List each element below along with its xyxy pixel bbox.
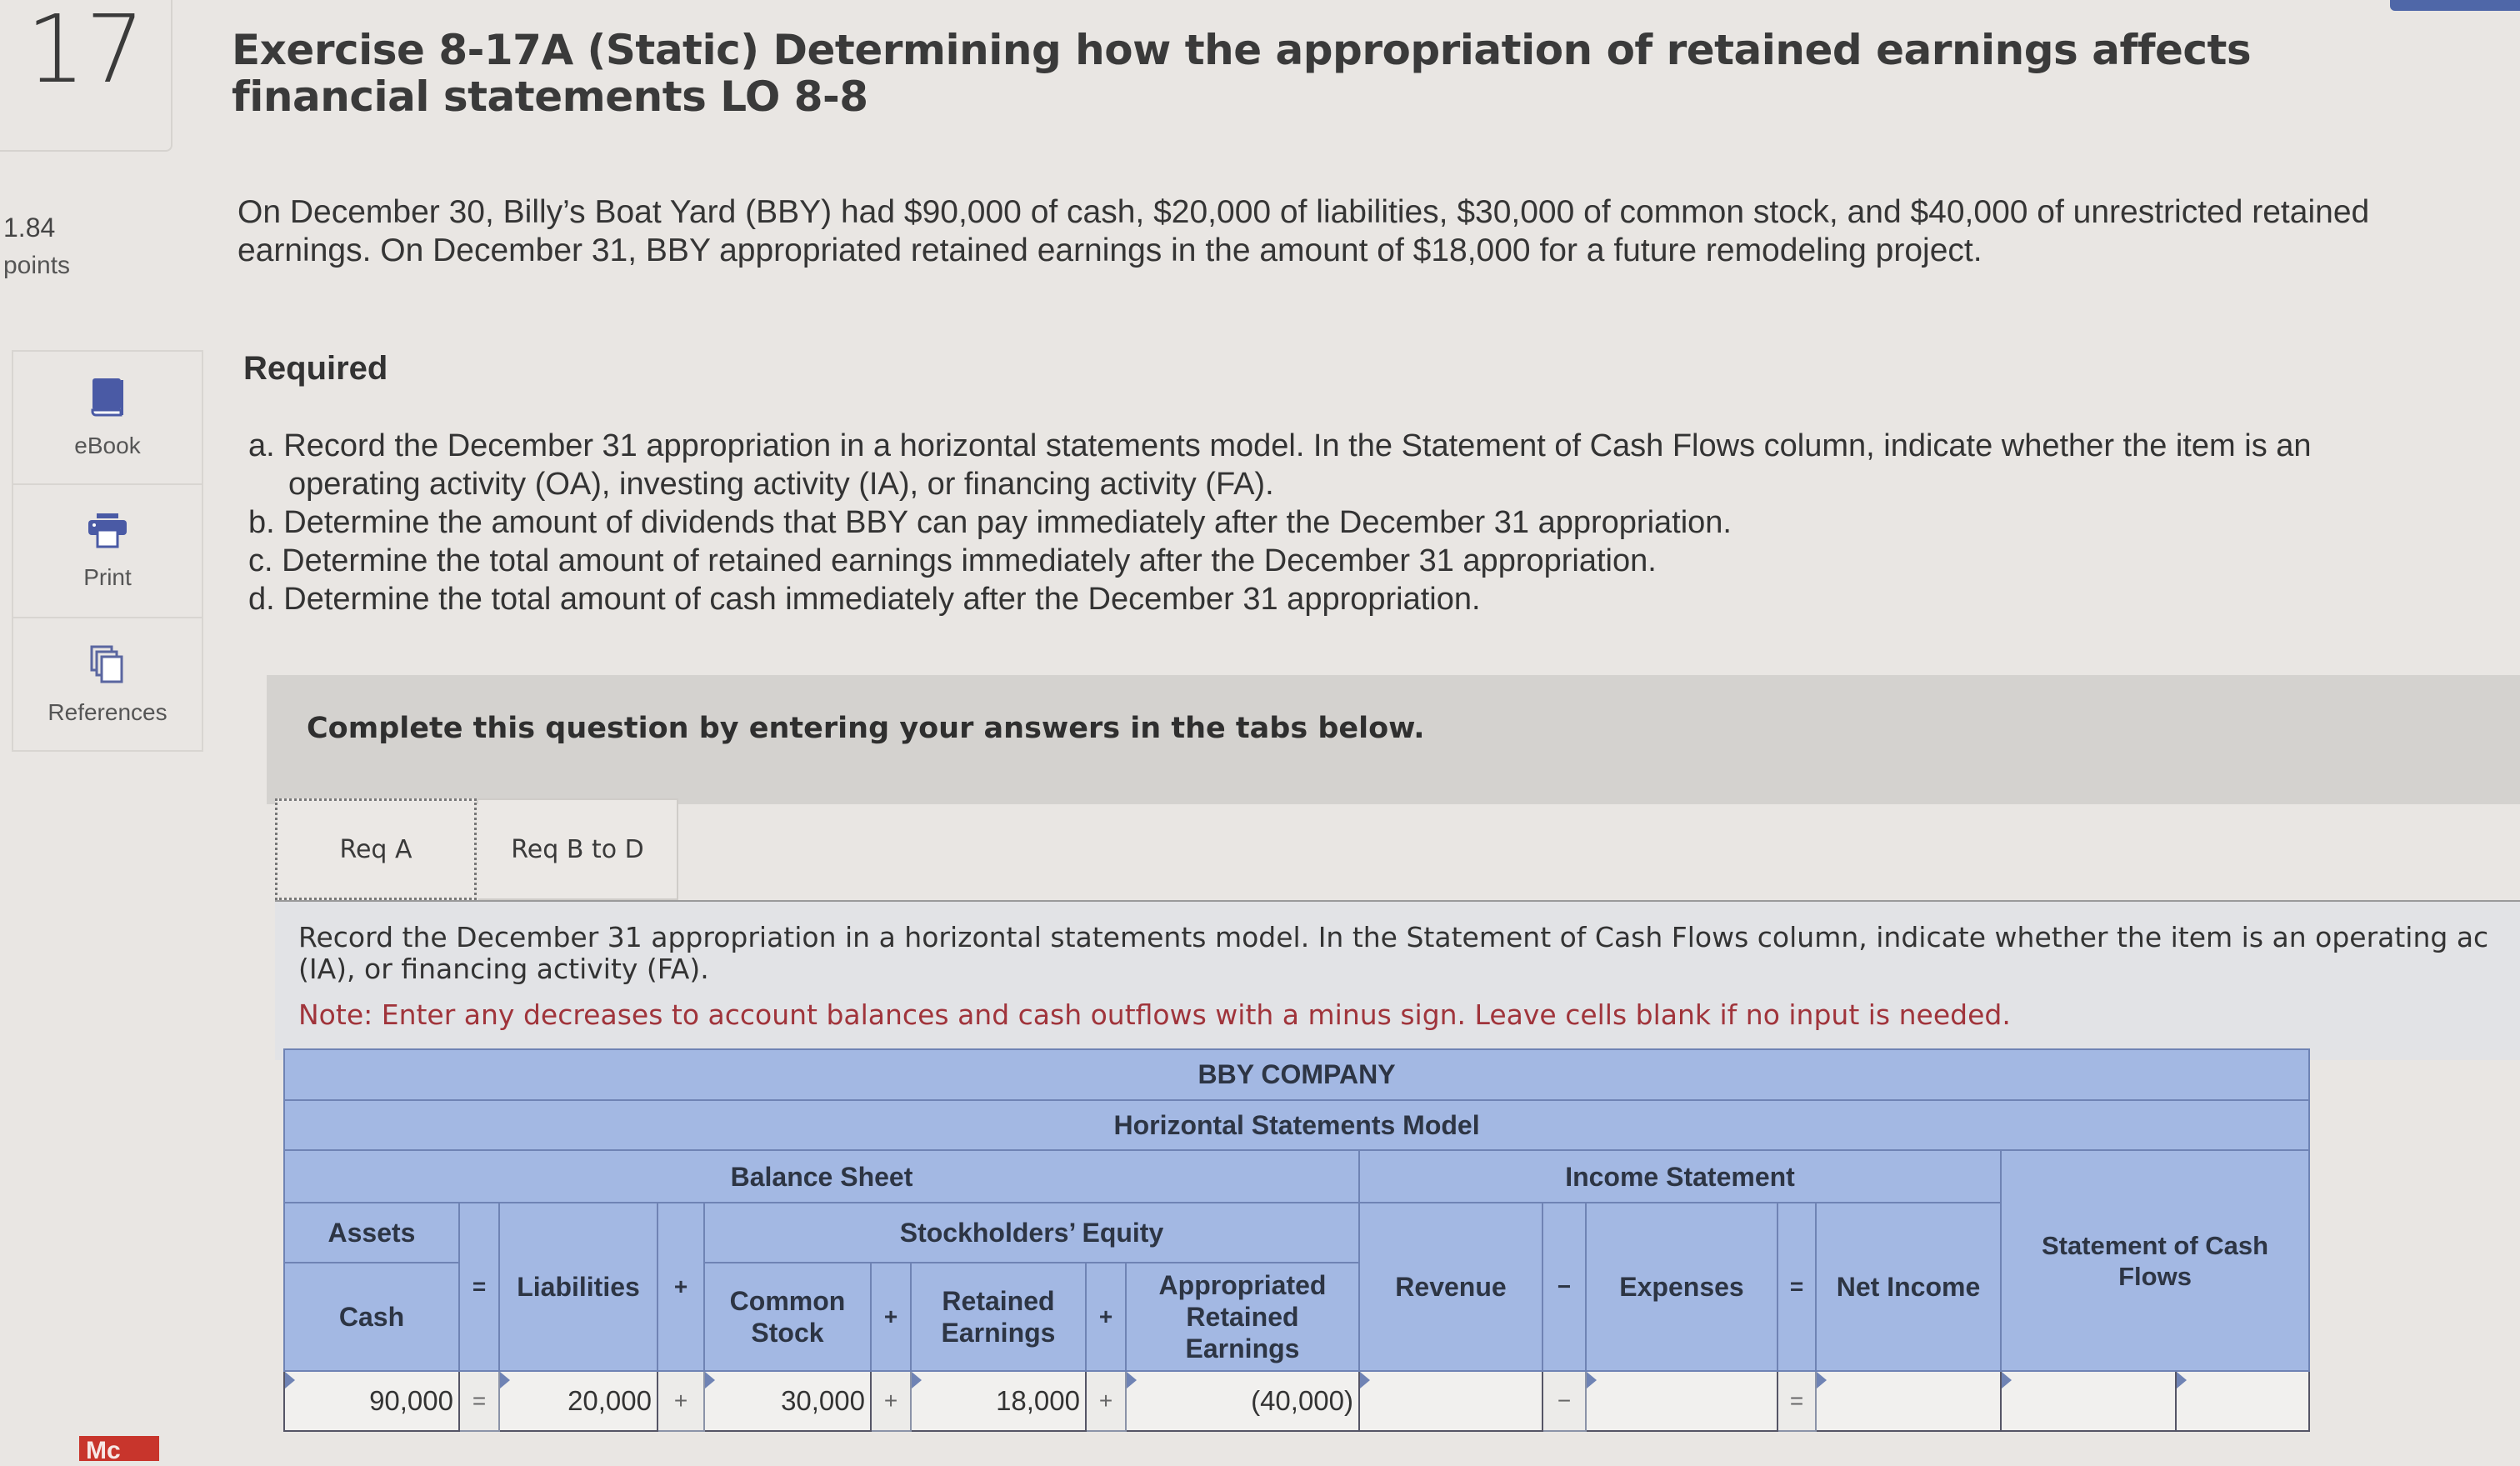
stockholders-equity-header: Stockholders’ Equity [703, 1202, 1360, 1263]
cell-marker-icon [2177, 1372, 2187, 1389]
ebook-button[interactable]: eBook [12, 350, 203, 483]
tab-panel: Record the December 31 appropriation in … [275, 900, 2520, 1060]
instructions-banner: Complete this question by entering your … [267, 675, 2520, 804]
cell-marker-icon [1587, 1372, 1597, 1389]
plus-operator: + [657, 1370, 705, 1432]
plus-operator: + [1085, 1370, 1127, 1432]
cell-marker-icon [2002, 1372, 2012, 1389]
cash-flow-amount-cell[interactable] [2000, 1370, 2177, 1432]
company-name: BBY COMPANY [282, 1048, 2311, 1101]
appropriated-re-header: Appropriated Retained Earnings [1125, 1261, 1360, 1373]
horizontal-statements-model: BBY COMPANY Horizontal Statements Model … [282, 1048, 2311, 1432]
minus-operator: − [1542, 1370, 1587, 1432]
retained-earnings-header: Retained Earnings [910, 1261, 1087, 1373]
tab-req-b-to-d[interactable]: Req B to D [478, 798, 678, 900]
cell-marker-icon [1127, 1372, 1137, 1389]
references-icon [88, 643, 127, 691]
cash-flow-amount-input[interactable] [2002, 1372, 2175, 1430]
tab-req-a[interactable]: Req A [275, 798, 477, 900]
cash-input[interactable] [285, 1372, 458, 1430]
item-text: Determine the total amount of cash immed… [283, 582, 1481, 617]
expenses-input[interactable] [1587, 1372, 1777, 1430]
revenue-input[interactable] [1360, 1372, 1542, 1430]
revenue-cell[interactable] [1358, 1370, 1543, 1432]
item-text: Record the December 31 appropriation in … [283, 428, 2312, 502]
appropriated-re-cell[interactable] [1125, 1370, 1360, 1432]
panel-instruction: Record the December 31 appropriation in … [298, 922, 2520, 985]
expenses-header: Expenses [1585, 1202, 1778, 1373]
references-button[interactable]: References [12, 617, 203, 752]
instruction-line-2: (IA), or financing activity (FA). [298, 953, 709, 985]
cash-flows-header: Statement of Cash Flows [1999, 1149, 2311, 1373]
tool-list: eBook Print References [12, 350, 203, 752]
appropriated-re-input[interactable] [1127, 1372, 1358, 1430]
instruction-line-1: Record the December 31 appropriation in … [298, 921, 2489, 953]
net-income-header: Net Income [1815, 1202, 2002, 1373]
cell-marker-icon [1817, 1372, 1827, 1389]
print-label: Print [83, 563, 132, 590]
item-text: Determine the total amount of retained e… [282, 543, 1657, 578]
equals-operator: = [458, 1202, 500, 1373]
question-number: 17 [26, 0, 145, 104]
cash-header: Cash [283, 1261, 460, 1373]
assets-header: Assets [283, 1202, 460, 1263]
mcgraw-hill-logo: Mc [79, 1436, 159, 1464]
balance-sheet-header: Balance Sheet [283, 1149, 1360, 1204]
references-label: References [48, 698, 168, 725]
plus-operator: + [870, 1370, 912, 1432]
liabilities-header: Liabilities [498, 1202, 658, 1373]
cash-flow-activity-input[interactable] [2177, 1372, 2309, 1430]
model-title: Horizontal Statements Model [282, 1098, 2311, 1152]
problem-text: On December 30, Billy’s Boat Yard (BBY) … [238, 194, 2370, 268]
expenses-cell[interactable] [1585, 1370, 1778, 1432]
required-heading: Required [243, 350, 388, 387]
plus-operator: + [657, 1202, 705, 1373]
net-income-cell[interactable] [1815, 1370, 2002, 1432]
revenue-header: Revenue [1358, 1202, 1543, 1373]
common-stock-header: Common Stock [703, 1261, 872, 1373]
plus-operator: + [1085, 1261, 1127, 1373]
printer-icon [87, 512, 128, 556]
item-letter: a. [248, 428, 275, 463]
item-letter: d. [248, 582, 275, 617]
item-letter: c. [248, 543, 273, 578]
book-icon [89, 377, 126, 424]
exercise-title: Exercise 8-17A (Static) Determining how … [232, 26, 2252, 121]
required-list: a. Record the December 31 appropriation … [248, 427, 2332, 618]
banner-text: Complete this question by entering your … [307, 712, 1425, 745]
retained-earnings-cell[interactable] [910, 1370, 1087, 1432]
retained-earnings-input[interactable] [912, 1372, 1085, 1430]
ebook-label: eBook [74, 432, 141, 458]
required-item-c: c. Determine the total amount of retaine… [248, 542, 2332, 580]
equals-operator: = [1777, 1202, 1817, 1373]
minus-operator: − [1542, 1202, 1587, 1373]
equals-operator: = [458, 1370, 500, 1432]
equals-operator: = [1777, 1370, 1817, 1432]
net-income-input[interactable] [1817, 1372, 2000, 1430]
cell-marker-icon [705, 1372, 715, 1389]
cell-marker-icon [1360, 1372, 1370, 1389]
item-text: Determine the amount of dividends that B… [283, 505, 1732, 540]
cell-marker-icon [912, 1372, 922, 1389]
question-number-box: 17 [0, 0, 172, 152]
cell-marker-icon [285, 1372, 295, 1389]
plus-operator: + [870, 1261, 912, 1373]
points-label: points [3, 252, 71, 279]
item-letter: b. [248, 505, 275, 540]
cell-marker-icon [500, 1372, 510, 1389]
common-stock-input[interactable] [705, 1372, 870, 1430]
cash-flow-activity-cell[interactable] [2174, 1370, 2311, 1432]
points-value: 1.84 [3, 213, 56, 243]
required-item-d: d. Determine the total amount of cash im… [248, 580, 2332, 618]
liabilities-cell[interactable] [498, 1370, 658, 1432]
required-item-a: a. Record the December 31 appropriation … [248, 427, 2332, 503]
common-stock-cell[interactable] [703, 1370, 872, 1432]
cash-cell[interactable] [283, 1370, 460, 1432]
top-right-accent-bar [2390, 0, 2520, 11]
liabilities-input[interactable] [500, 1372, 657, 1430]
panel-note: Note: Enter any decreases to account bal… [298, 998, 2011, 1031]
required-item-b: b. Determine the amount of dividends tha… [248, 503, 2332, 542]
print-button[interactable]: Print [12, 483, 203, 617]
income-statement-header: Income Statement [1358, 1149, 2002, 1204]
